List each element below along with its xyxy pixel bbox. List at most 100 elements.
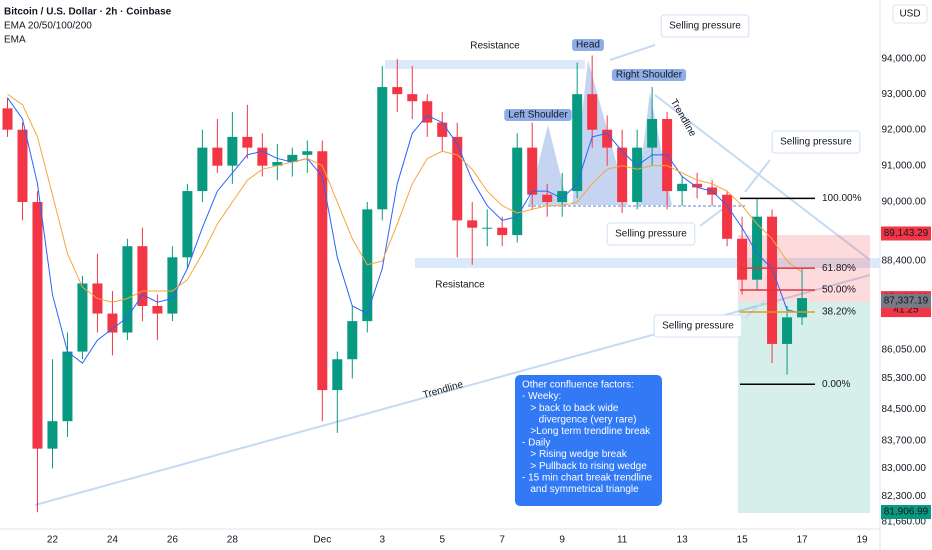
ema-line [7,93,803,303]
annotation: Resistance [470,41,520,52]
candle-body [347,321,358,360]
annotation: Selling pressure [780,137,852,148]
candle-body [47,421,58,449]
candle-body [797,298,808,318]
currency-button[interactable] [892,4,928,24]
x-tick-label: 28 [227,535,239,546]
y-tick-label: 88,400.00 [882,256,927,267]
candle-body [317,151,328,391]
candle-body [482,227,493,229]
resistance-band [415,258,880,268]
y-tick-label: 81,660.00 [882,517,927,528]
pattern-tag [611,69,687,81]
candle-body [257,147,268,166]
callout-box [771,130,861,154]
resistance-band [385,60,585,69]
candle-body [782,317,793,344]
candle-body [692,183,703,188]
candle-body [152,306,163,314]
annotation: Selling pressure [615,229,687,240]
x-tick-label: 22 [47,535,59,546]
candle-body [377,87,388,210]
indicator: EMA [4,35,26,46]
left-shoulder [528,125,568,205]
x-tick-label: 26 [167,535,179,546]
note-line: - Weeky: [522,391,561,402]
y-tick-label: 92,000.00 [882,124,927,135]
note-line: divergence (very rare) [522,414,636,425]
fib-label: 0.00% [822,379,850,390]
y-tick-label: 82,300.00 [882,491,927,502]
trendline [34,274,871,506]
candle-body [647,119,658,148]
y-tick-label: 94,000.00 [882,54,927,65]
currency[interactable]: USD [899,9,920,20]
y-tick-label: 90,000.00 [882,197,927,208]
pattern-tag [504,109,572,121]
y-tick-label: 86,050.00 [882,344,927,355]
x-tick-label: 5 [439,535,445,546]
price-label-box [881,226,931,241]
candle-body [752,216,763,280]
candle-body [467,220,478,228]
fib-label: 100.00% [822,193,862,204]
candle-body [572,94,583,192]
candle-body [2,108,13,130]
candle-body [497,227,508,236]
candle-body [632,147,643,203]
trendline [654,94,871,261]
candle-body [452,136,463,221]
indicator: EMA 20/50/100/200 [4,21,92,32]
symbol-title: Bitcoin / U.S. Dollar · 2h · Coinbase [4,7,172,18]
callout-line [744,159,771,193]
y-tick-label: 83,000.00 [882,463,927,474]
annotation: Selling pressure [662,321,734,332]
candle-body [527,147,538,195]
annotation: Head [576,40,600,51]
candle-body [332,359,343,391]
candle-body [767,216,778,344]
pattern-tag [572,39,604,51]
note-line: - 15 min chart break trendline [522,472,653,483]
target-zone [738,302,870,513]
x-tick-label: 9 [559,535,565,546]
candle-body [167,257,178,314]
candle-body [737,238,748,280]
price-label: 81,906.99 [884,507,929,518]
candle-body [107,313,118,333]
countdown: 41:25 [893,305,918,316]
candle-body [557,191,568,203]
candle-body [677,183,688,192]
candle-body [512,147,523,236]
x-tick-label: 11 [617,535,628,546]
price-label-box [881,505,931,520]
x-tick-label: 24 [107,535,119,546]
candle-body [62,351,73,422]
candle-body [17,129,28,203]
candle-body [302,151,313,155]
annotation: Right Shoulder [616,70,683,81]
y-tick-label: 91,000.00 [882,160,927,171]
price-label: 87,337.19 [884,295,929,306]
candle-body [227,136,238,166]
x-tick-label: 3 [380,535,386,546]
note-line: Other confluence factors: [522,380,634,391]
fib-label: 38.20% [822,307,856,318]
x-tick-label: 7 [499,535,505,546]
candle-body [602,129,613,148]
x-tick-label: 19 [856,535,868,546]
candle-body [77,283,88,352]
annotation: Selling pressure [669,21,741,32]
candle-body [407,94,418,102]
candle-body [542,194,553,203]
note-line: - Daily [522,438,550,449]
callout-box [653,314,743,338]
y-tick-label: 83,700.00 [882,435,927,446]
x-tick-label: 17 [796,535,808,546]
note-line: > Pullback to rising wedge [522,461,647,472]
note-box [515,375,662,506]
note-line: and symmetrical triangle [522,484,639,495]
fib-label: 61.80% [822,263,856,274]
candle-body [437,122,448,137]
candle-body [392,87,403,95]
